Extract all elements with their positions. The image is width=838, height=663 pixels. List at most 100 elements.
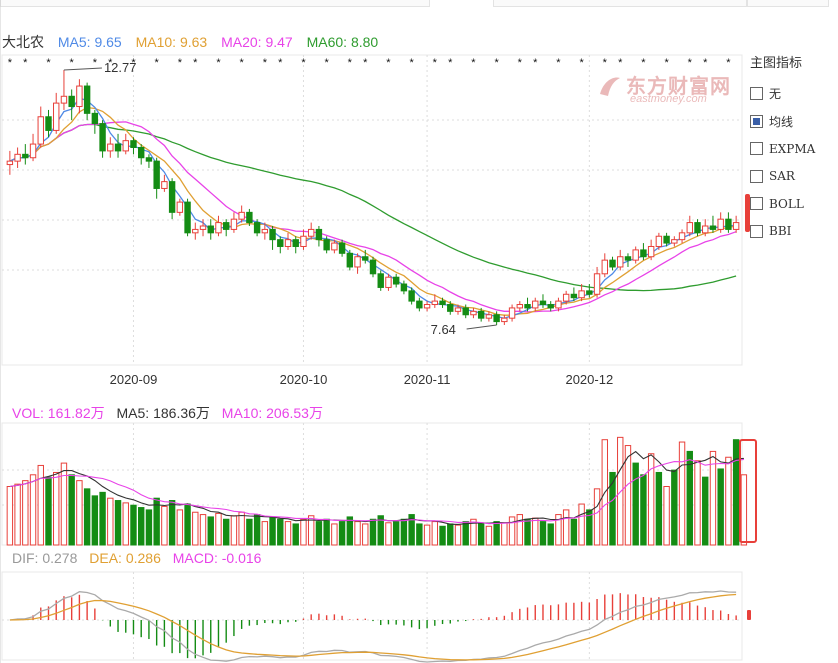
- indicator-option-none[interactable]: 无: [750, 80, 838, 108]
- volume-bar-down: [732, 439, 740, 546]
- checkbox[interactable]: [750, 87, 763, 101]
- candle-down: [447, 304, 454, 312]
- volume-bar-down: [207, 516, 214, 546]
- volume-bar-up: [6, 486, 14, 546]
- candle-up: [601, 259, 608, 275]
- signal-mark: *: [70, 57, 75, 69]
- candle-down: [694, 222, 701, 234]
- volume-bar-down: [570, 518, 578, 546]
- candle-down: [524, 304, 531, 309]
- volume-bar-down: [99, 491, 106, 546]
- x-tick-label: 2020-11: [404, 372, 451, 387]
- indicator-option-boll[interactable]: BOLL: [750, 190, 838, 218]
- indicator-option-bbi[interactable]: BBI: [750, 218, 838, 246]
- candle-up: [678, 232, 686, 241]
- candle-up: [122, 140, 129, 152]
- legend-macd: MACD: -0.016: [172, 550, 262, 566]
- signal-mark: *: [448, 57, 453, 69]
- indicator-panel-title: 主图指标: [750, 56, 803, 71]
- checkbox[interactable]: [750, 224, 763, 238]
- candle-down: [253, 222, 261, 234]
- candle-up: [331, 242, 338, 251]
- legend-ma10: MA10: 9.63: [135, 34, 208, 50]
- volume-legend: VOL: 161.82万 MA5: 186.36万 MA10: 206.53万: [12, 403, 331, 423]
- volume-bar-down: [686, 450, 693, 546]
- candle-up: [578, 290, 585, 299]
- candle-up: [593, 273, 601, 295]
- volume-bar-down: [392, 521, 400, 546]
- volume-bar-down: [130, 504, 137, 546]
- volume-bar-up: [161, 505, 168, 546]
- volume-bar-up: [740, 474, 748, 546]
- indicator-option-label: BBI: [769, 224, 792, 239]
- volume-bar-down: [400, 518, 408, 546]
- top-tab-middle[interactable]: [493, 0, 747, 7]
- indicator-option-expma[interactable]: EXPMA: [750, 135, 838, 163]
- signal-mark: *: [579, 57, 584, 69]
- volume-bar-down: [524, 518, 531, 546]
- checkbox[interactable]: [750, 169, 763, 183]
- signal-mark: *: [433, 57, 438, 69]
- legend-ma5: MA5: 9.65: [57, 34, 122, 50]
- volume-bar-up: [284, 521, 292, 546]
- signal-mark: *: [664, 57, 669, 69]
- candle-up: [307, 228, 315, 237]
- signal-mark: *: [216, 57, 221, 69]
- volume-bar-up: [647, 453, 655, 546]
- candle-down: [377, 273, 384, 288]
- volume-bar-up: [431, 521, 439, 546]
- checkbox[interactable]: [750, 197, 763, 211]
- candle-up: [702, 225, 709, 234]
- candle-down: [145, 157, 153, 162]
- candle-up: [671, 239, 678, 244]
- candle-down: [114, 143, 122, 152]
- candle-up: [385, 276, 392, 288]
- volume-bar-up: [485, 525, 493, 546]
- watermark-cn: 东方财富网: [626, 76, 731, 98]
- candle-down: [222, 222, 230, 230]
- volume-bar-up: [60, 462, 68, 546]
- candle-down: [246, 211, 253, 224]
- signal-mark: *: [131, 57, 136, 69]
- panel-frame: [1, 571, 743, 661]
- signal-mark: *: [301, 57, 306, 69]
- volume-bar-up: [593, 488, 601, 546]
- volume-bar-down: [655, 471, 663, 546]
- volume-bar-down: [138, 507, 145, 546]
- candle-down: [130, 140, 137, 148]
- checkbox[interactable]: [750, 142, 763, 156]
- candle-down: [269, 228, 276, 241]
- candle-up: [508, 307, 516, 319]
- volume-bar-up: [385, 522, 392, 546]
- indicator-option-label: 均线: [769, 114, 794, 129]
- candle-up: [29, 143, 37, 159]
- volume-bar-down: [315, 521, 323, 546]
- volume-bar-down: [702, 476, 709, 546]
- volume-bar-down: [547, 523, 554, 546]
- candle-up: [686, 222, 693, 234]
- indicator-option-sar[interactable]: SAR: [750, 163, 838, 191]
- candle-up: [501, 317, 508, 323]
- indicator-option-ma[interactable]: 均线: [750, 108, 838, 136]
- candle-up: [555, 300, 562, 309]
- volume-bar-up: [617, 436, 624, 546]
- volume-bar-up: [663, 486, 670, 546]
- current-volume-marker: [739, 439, 757, 543]
- volume-bar-down: [246, 518, 253, 546]
- candle-down: [22, 153, 29, 159]
- volume-bar-up: [199, 514, 207, 546]
- volume-bar-down: [477, 523, 485, 546]
- volume-bar-down: [447, 523, 454, 546]
- top-tab-right[interactable]: [747, 0, 829, 7]
- x-tick-label: 2020-12: [565, 372, 613, 387]
- signal-mark: *: [688, 57, 693, 69]
- ma-legend: 大北农 MA5: 9.65 MA10: 9.63 MA20: 9.47 MA60…: [2, 32, 388, 50]
- candle-down: [68, 95, 75, 108]
- volume-bar-down: [493, 521, 500, 546]
- eastmoney-watermark: 东方财富网 eastmoney.com: [596, 70, 736, 112]
- signal-mark: *: [23, 57, 28, 69]
- checkbox-checked[interactable]: [750, 114, 763, 128]
- candle-down: [725, 218, 732, 230]
- volume-bar-down: [253, 514, 261, 546]
